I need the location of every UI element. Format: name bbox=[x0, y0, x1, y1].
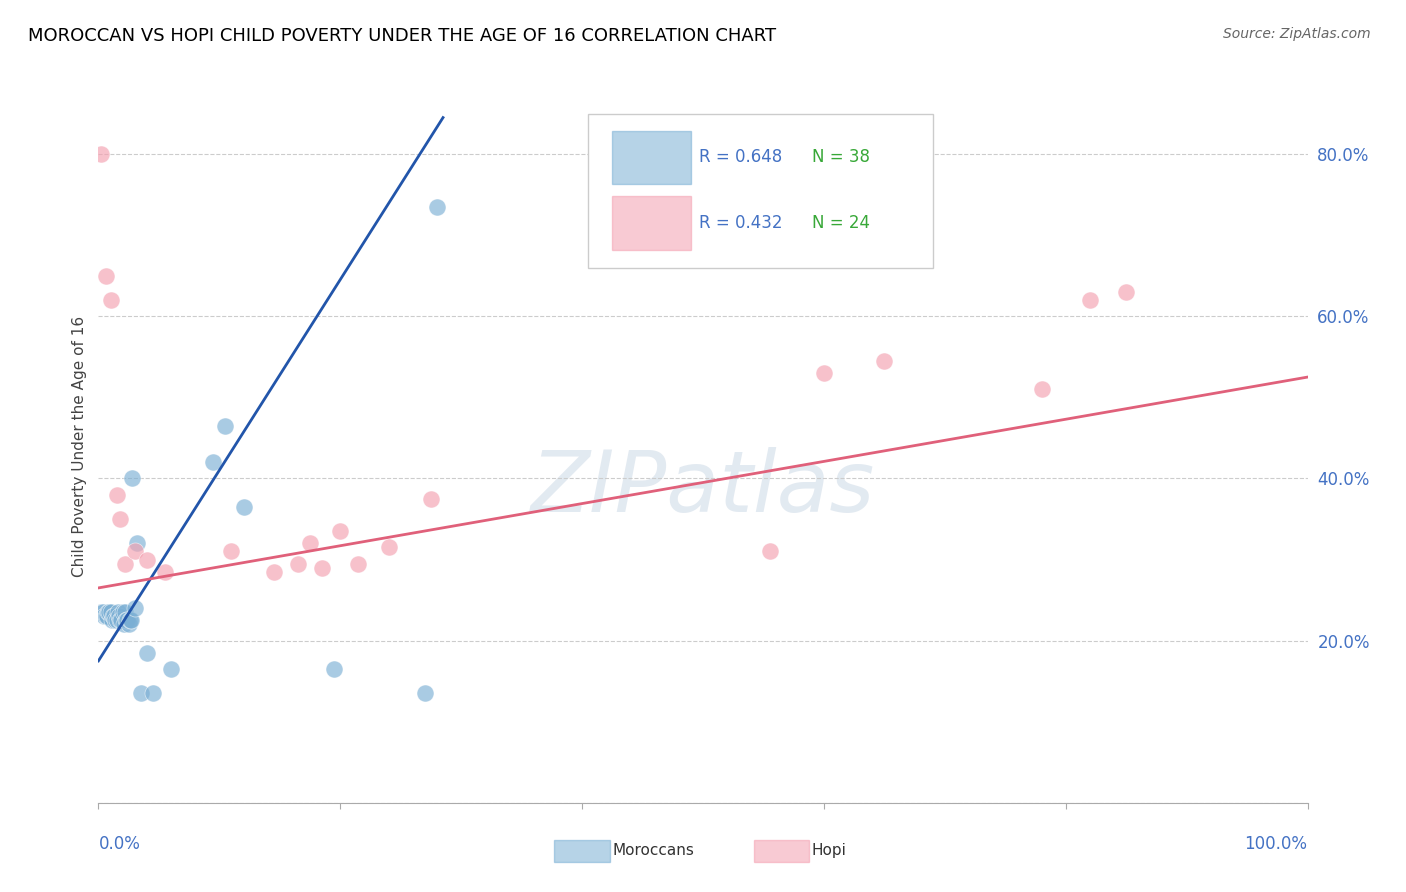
Point bbox=[120, 613, 142, 627]
Point bbox=[420, 491, 443, 506]
Point bbox=[263, 565, 285, 579]
Point bbox=[114, 557, 136, 571]
Point bbox=[105, 613, 128, 627]
Point bbox=[93, 609, 115, 624]
FancyBboxPatch shape bbox=[754, 840, 810, 862]
Point bbox=[103, 609, 125, 624]
Point bbox=[311, 560, 333, 574]
Text: ZIPatlas: ZIPatlas bbox=[531, 447, 875, 531]
FancyBboxPatch shape bbox=[554, 840, 610, 862]
Point bbox=[100, 605, 122, 619]
Point bbox=[426, 200, 449, 214]
Point bbox=[1078, 293, 1101, 307]
Point bbox=[97, 605, 120, 619]
Point bbox=[329, 524, 352, 538]
FancyBboxPatch shape bbox=[613, 131, 690, 185]
Point bbox=[813, 366, 835, 380]
Point bbox=[94, 609, 117, 624]
Point bbox=[323, 662, 346, 676]
Point bbox=[104, 613, 127, 627]
Point bbox=[758, 544, 780, 558]
Point bbox=[135, 646, 157, 660]
Point bbox=[96, 609, 118, 624]
Point bbox=[118, 613, 141, 627]
Text: N = 38: N = 38 bbox=[811, 148, 870, 167]
Point bbox=[160, 662, 183, 676]
Point bbox=[115, 613, 138, 627]
Text: MOROCCAN VS HOPI CHILD POVERTY UNDER THE AGE OF 16 CORRELATION CHART: MOROCCAN VS HOPI CHILD POVERTY UNDER THE… bbox=[28, 27, 776, 45]
Point bbox=[221, 544, 243, 558]
Point bbox=[413, 686, 436, 700]
Point bbox=[114, 605, 136, 619]
Point bbox=[90, 147, 112, 161]
Point bbox=[124, 544, 146, 558]
Text: Hopi: Hopi bbox=[811, 843, 846, 858]
Text: Source: ZipAtlas.com: Source: ZipAtlas.com bbox=[1223, 27, 1371, 41]
Point bbox=[100, 293, 122, 307]
Point bbox=[101, 609, 124, 624]
Point bbox=[127, 536, 149, 550]
Point bbox=[108, 609, 131, 624]
Point bbox=[100, 613, 122, 627]
Text: R = 0.432: R = 0.432 bbox=[699, 214, 783, 232]
Point bbox=[108, 512, 131, 526]
Point bbox=[90, 605, 112, 619]
Point bbox=[1115, 285, 1137, 299]
Point bbox=[117, 613, 139, 627]
Text: Moroccans: Moroccans bbox=[613, 843, 695, 858]
Point bbox=[142, 686, 165, 700]
Point bbox=[299, 536, 322, 550]
Point bbox=[287, 557, 309, 571]
Point bbox=[110, 613, 132, 627]
FancyBboxPatch shape bbox=[588, 114, 932, 268]
Point bbox=[121, 471, 143, 485]
Point bbox=[347, 557, 370, 571]
Point bbox=[111, 605, 134, 619]
Point bbox=[107, 605, 129, 619]
Y-axis label: Child Poverty Under the Age of 16: Child Poverty Under the Age of 16 bbox=[72, 316, 87, 576]
FancyBboxPatch shape bbox=[613, 196, 690, 250]
Point bbox=[214, 418, 236, 433]
Point bbox=[118, 617, 141, 632]
Point bbox=[98, 605, 121, 619]
Point bbox=[91, 605, 114, 619]
Point bbox=[108, 613, 131, 627]
Point bbox=[153, 565, 176, 579]
Point bbox=[1031, 382, 1053, 396]
Point bbox=[202, 455, 225, 469]
Point bbox=[377, 541, 399, 555]
Point bbox=[105, 488, 128, 502]
Text: N = 24: N = 24 bbox=[811, 214, 870, 232]
Point bbox=[873, 354, 896, 368]
Text: R = 0.648: R = 0.648 bbox=[699, 148, 783, 167]
Point bbox=[112, 617, 135, 632]
Text: 100.0%: 100.0% bbox=[1244, 835, 1308, 854]
Point bbox=[124, 601, 146, 615]
Point bbox=[135, 552, 157, 566]
Point bbox=[94, 268, 117, 283]
Text: 0.0%: 0.0% bbox=[98, 835, 141, 854]
Point bbox=[232, 500, 254, 514]
Point bbox=[129, 686, 152, 700]
